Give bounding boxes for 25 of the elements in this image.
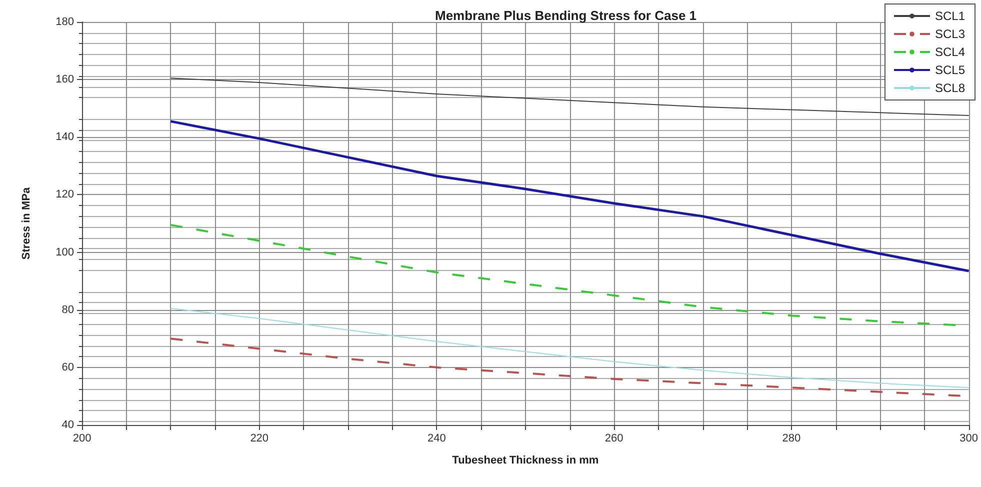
x-axis-title: Tubesheet Thickness in mm (452, 454, 599, 466)
legend-label: SCL4 (934, 45, 966, 59)
legend-label: SCL3 (934, 27, 966, 41)
y-tick-label: 40 (62, 419, 74, 431)
legend-label: SCL1 (934, 9, 966, 23)
y-tick-label: 120 (56, 188, 74, 201)
y-tick-label: 140 (56, 131, 74, 144)
legend-label: SCL8 (934, 81, 966, 95)
x-tick-label: 260 (604, 432, 624, 444)
x-tick-label: 200 (72, 432, 92, 444)
y-tick-label: 180 (56, 16, 74, 28)
line-series (169, 120, 970, 272)
y-tick-label: 160 (56, 74, 74, 86)
line-series (170, 78, 970, 116)
y-tick-label: 80 (62, 304, 74, 316)
y-tick-label: 60 (62, 361, 74, 374)
y-axis-title: Stress in MPa (20, 186, 32, 260)
y-tick-label: 100 (56, 246, 74, 258)
legend-label: SCL5 (934, 63, 966, 77)
x-tick-label: 280 (782, 432, 801, 444)
x-tick-label: 220 (250, 432, 269, 444)
chart-title: Membrane Plus Bending Stress for Case 1 (435, 8, 697, 23)
x-tick-label: 240 (428, 432, 446, 444)
line-series (170, 308, 970, 388)
x-tick-label: 300 (960, 432, 978, 444)
